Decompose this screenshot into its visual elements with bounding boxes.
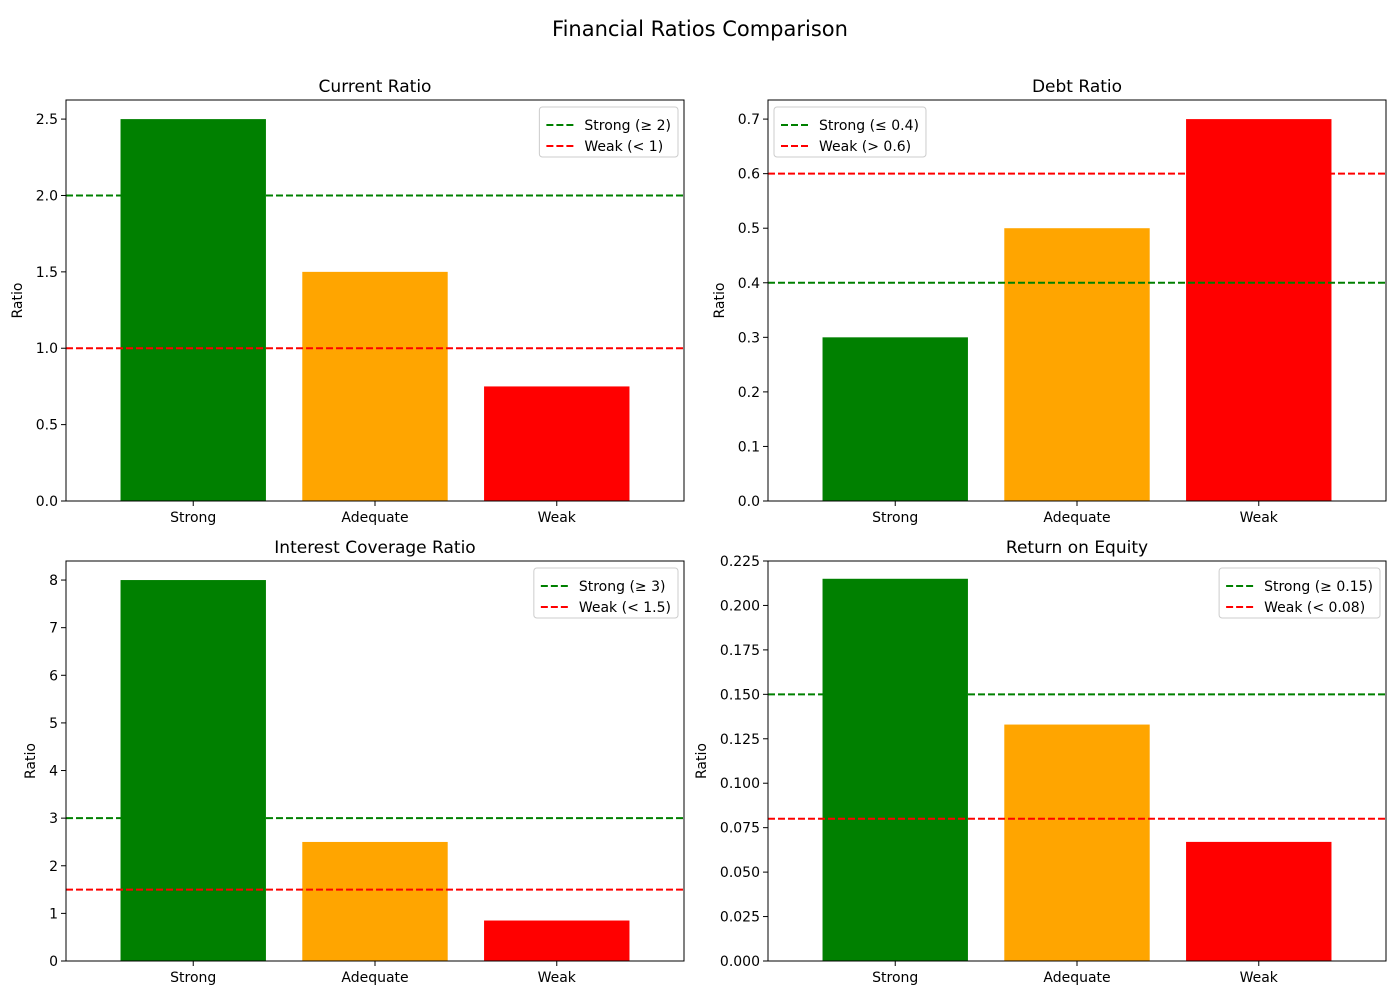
x-tick-label: Strong xyxy=(872,970,918,986)
y-tick-label: 7 xyxy=(49,621,58,637)
bar-strong xyxy=(120,119,266,501)
y-axis-label: Ratio xyxy=(23,743,39,779)
x-tick-label: Weak xyxy=(1240,970,1279,986)
legend-label: Weak (< 0.08) xyxy=(1264,600,1365,616)
legend-label: Weak (> 0.6) xyxy=(819,139,911,155)
legend-label: Strong (≥ 0.15) xyxy=(1264,579,1373,595)
subplot-1: Strong Adequate Weak 0.0 0.5 1.0 1.5 2.0 2.5 Curr… xyxy=(10,77,685,526)
legend-box xyxy=(533,567,679,619)
legend: Strong (≥ 3) Weak (< 1.5) xyxy=(533,567,679,619)
x-tick-label: Adequate xyxy=(1043,970,1110,986)
legend-label: Strong (≥ 2) xyxy=(584,118,671,134)
x-tick-label: Weak xyxy=(1240,510,1279,526)
y-tick-label: 0.0 xyxy=(738,494,760,510)
y-tick-label: 2.0 xyxy=(36,188,58,204)
y-tick-label: 0.100 xyxy=(720,776,760,792)
y-tick-label: 3 xyxy=(49,811,58,827)
x-tick-label: Adequate xyxy=(341,510,408,526)
x-tick-label: Weak xyxy=(538,510,577,526)
y-tick-label: 6 xyxy=(49,668,58,684)
bar-strong xyxy=(120,580,266,961)
subplot-3: Strong Adequate Weak 0 1 2 3 4 5 6 7 8 Interest Cove… xyxy=(23,538,685,986)
x-tick-label: Weak xyxy=(538,970,577,986)
y-tick-label: 0.150 xyxy=(720,687,760,703)
y-tick-label: 0.1 xyxy=(738,439,760,455)
y-tick-label: 0.3 xyxy=(738,330,760,346)
axes-frame xyxy=(65,99,685,502)
legend-box xyxy=(538,106,679,158)
y-tick-label: 2.5 xyxy=(36,112,58,128)
subplot-title: Interest Coverage Ratio xyxy=(274,538,475,558)
figure-title: Financial Ratios Comparison xyxy=(552,17,848,41)
y-tick-label: 0 xyxy=(49,954,58,970)
y-tick-label: 0.075 xyxy=(720,821,760,837)
bar-strong xyxy=(822,578,968,961)
x-tick-label: Adequate xyxy=(341,970,408,986)
y-axis-label: Ratio xyxy=(10,283,26,319)
y-tick-label: 0.6 xyxy=(738,167,760,183)
subplot-4: Strong Adequate Weak 0.000 0.025 0.050 0.075 0.… xyxy=(694,538,1387,986)
legend-box xyxy=(773,106,927,158)
bar-weak xyxy=(1186,841,1332,961)
y-tick-label: 0.2 xyxy=(738,385,760,401)
y-tick-label: 0.125 xyxy=(720,732,760,748)
axes-frame xyxy=(767,560,1387,962)
legend-label: Weak (< 1) xyxy=(584,139,663,155)
subplot-title: Return on Equity xyxy=(1006,538,1148,558)
y-tick-label: 0.000 xyxy=(720,954,760,970)
subplot-title: Debt Ratio xyxy=(1032,77,1122,97)
y-tick-label: 0.0 xyxy=(36,494,58,510)
legend: Strong (≥ 2) Weak (< 1) xyxy=(538,106,679,158)
y-tick-label: 0.5 xyxy=(738,221,760,237)
x-tick-label: Strong xyxy=(872,510,918,526)
y-tick-label: 8 xyxy=(49,573,58,589)
y-tick-label: 0.025 xyxy=(720,910,760,926)
y-tick-label: 5 xyxy=(49,716,58,732)
bar-weak xyxy=(1186,119,1332,501)
legend: Strong (≥ 0.15) Weak (< 0.08) xyxy=(1218,567,1381,619)
y-tick-label: 0.175 xyxy=(720,643,760,659)
y-tick-label: 0.200 xyxy=(720,598,760,614)
bar-adequate xyxy=(1004,724,1150,961)
y-tick-label: 0.5 xyxy=(36,418,58,434)
y-tick-label: 2 xyxy=(49,859,58,875)
y-axis-label: Ratio xyxy=(694,743,710,779)
legend: Strong (≤ 0.4) Weak (> 0.6) xyxy=(773,106,927,158)
x-tick-label: Adequate xyxy=(1043,510,1110,526)
bar-weak xyxy=(484,386,630,501)
bar-adequate xyxy=(302,271,448,501)
y-tick-label: 1 xyxy=(49,906,58,922)
legend-box xyxy=(1218,567,1381,619)
axes-frame xyxy=(65,560,685,962)
legend-label: Strong (≥ 3) xyxy=(579,579,666,595)
bar-strong xyxy=(822,337,968,501)
y-axis-label: Ratio xyxy=(712,283,728,319)
subplot-title: Current Ratio xyxy=(319,77,432,97)
axes-frame xyxy=(767,99,1387,502)
y-tick-label: 0.4 xyxy=(738,276,760,292)
bar-adequate xyxy=(302,841,448,961)
y-tick-label: 4 xyxy=(49,764,58,780)
subplot-2: Strong Adequate Weak 0.0 0.1 0.2 0.3 0.4 0.5 0.6 0… xyxy=(712,77,1387,526)
y-tick-label: 1.5 xyxy=(36,265,58,281)
x-tick-label: Strong xyxy=(170,510,216,526)
y-tick-label: 0.7 xyxy=(738,112,760,128)
bar-weak xyxy=(484,920,630,961)
subplots-grid: Strong Adequate Weak 0.0 0.5 1.0 1.5 2.0 2.5 Curr… xyxy=(10,77,1387,986)
legend-label: Strong (≤ 0.4) xyxy=(819,118,919,134)
x-tick-label: Strong xyxy=(170,970,216,986)
bar-adequate xyxy=(1004,228,1150,501)
y-tick-label: 0.050 xyxy=(720,865,760,881)
y-tick-label: 1.0 xyxy=(36,341,58,357)
y-tick-label: 0.225 xyxy=(720,554,760,570)
legend-label: Weak (< 1.5) xyxy=(579,600,671,616)
